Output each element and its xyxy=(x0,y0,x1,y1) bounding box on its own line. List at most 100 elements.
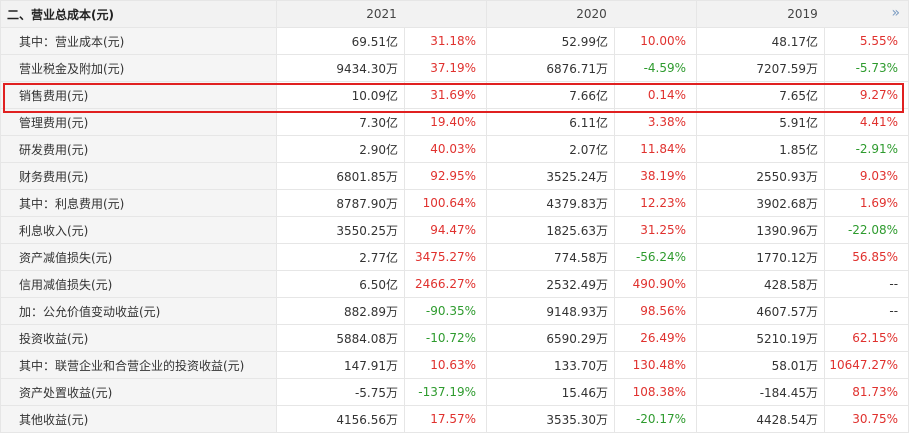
value-cell-2021: 3550.25万 xyxy=(276,216,405,244)
growth-cell-2020: -4.59% xyxy=(614,54,698,82)
table-row: 其中：联营企业和合营企业的投资收益(元) 147.91万 10.63% 133.70万… xyxy=(0,351,910,379)
value-cell-2020: 52.99亿 xyxy=(486,27,616,55)
value-cell-2021: 147.91万 xyxy=(276,351,405,379)
growth-cell-2019: 30.75% xyxy=(824,405,910,433)
year-header-2019: 2019 » xyxy=(696,0,910,28)
growth-cell-2021: 31.69% xyxy=(403,81,488,109)
row-label: 财务费用(元) xyxy=(0,162,277,190)
value-cell-2021: 6.50亿 xyxy=(276,270,405,298)
growth-cell-2019: 9.27% xyxy=(824,81,910,109)
value-cell-2021: 10.09亿 xyxy=(276,81,405,109)
growth-cell-2020: 38.19% xyxy=(614,162,698,190)
table-row: 研发费用(元) 2.90亿 40.03% 2.07亿 11.84% 1.85亿 -2.91% xyxy=(0,135,910,163)
growth-cell-2020: 11.84% xyxy=(614,135,698,163)
table-row: 营业税金及附加(元) 9434.30万 37.19% 6876.71万 -4.59% 72… xyxy=(0,54,910,82)
value-cell-2020: 9148.93万 xyxy=(486,297,616,325)
value-cell-2020: 3525.24万 xyxy=(486,162,616,190)
growth-cell-2021: 94.47% xyxy=(403,216,488,244)
growth-cell-2019: 5.55% xyxy=(824,27,910,55)
value-cell-2021: 2.90亿 xyxy=(276,135,405,163)
value-cell-2019: -184.45万 xyxy=(696,378,826,406)
value-cell-2019: 428.58万 xyxy=(696,270,826,298)
growth-cell-2021: -137.19% xyxy=(403,378,488,406)
table-row: 其中：营业成本(元) 69.51亿 31.18% 52.99亿 10.00% 48.17亿… xyxy=(0,27,910,55)
table-row: 信用减值损失(元) 6.50亿 2466.27% 2532.49万 490.90% 428… xyxy=(0,270,910,298)
growth-cell-2021: 3475.27% xyxy=(403,243,488,271)
value-cell-2021: 5884.08万 xyxy=(276,324,405,352)
growth-cell-2019: 10647.27% xyxy=(824,351,910,379)
growth-cell-2019: 9.03% xyxy=(824,162,910,190)
value-cell-2019: 1390.96万 xyxy=(696,216,826,244)
row-label: 信用减值损失(元) xyxy=(0,270,277,298)
table-row: 加：公允价值变动收益(元) 882.89万 -90.35% 9148.93万 98.56… xyxy=(0,297,910,325)
growth-cell-2020: 31.25% xyxy=(614,216,698,244)
growth-cell-2019: -2.91% xyxy=(824,135,910,163)
value-cell-2021: 9434.30万 xyxy=(276,54,405,82)
row-label: 其中：联营企业和合营企业的投资收益(元) xyxy=(0,351,277,379)
value-cell-2021: 6801.85万 xyxy=(276,162,405,190)
row-label: 研发费用(元) xyxy=(0,135,277,163)
value-cell-2020: 133.70万 xyxy=(486,351,616,379)
value-cell-2021: 7.30亿 xyxy=(276,108,405,136)
row-label: 其中：营业成本(元) xyxy=(0,27,277,55)
value-cell-2019: 3902.68万 xyxy=(696,189,826,217)
table-row: 销售费用(元) 10.09亿 31.69% 7.66亿 0.14% 7.65亿 9.27% xyxy=(0,81,910,109)
year-header-2019-label: 2019 xyxy=(787,7,818,21)
table-row: 其他收益(元) 4156.56万 17.57% 3535.30万 -20.17% 4428… xyxy=(0,405,910,433)
value-cell-2020: 4379.83万 xyxy=(486,189,616,217)
value-cell-2020: 2.07亿 xyxy=(486,135,616,163)
growth-cell-2019: -5.73% xyxy=(824,54,910,82)
value-cell-2019: 7.65亿 xyxy=(696,81,826,109)
table-row: 利息收入(元) 3550.25万 94.47% 1825.63万 31.25% 1390.… xyxy=(0,216,910,244)
row-label: 其中：利息费用(元) xyxy=(0,189,277,217)
growth-cell-2020: 490.90% xyxy=(614,270,698,298)
row-label: 利息收入(元) xyxy=(0,216,277,244)
growth-cell-2020: 12.23% xyxy=(614,189,698,217)
section-title: 二、营业总成本(元) xyxy=(0,0,277,28)
growth-cell-2020: 3.38% xyxy=(614,108,698,136)
table-row: 资产减值损失(元) 2.77亿 3475.27% 774.58万 -56.24% 1770… xyxy=(0,243,910,271)
value-cell-2019: 1770.12万 xyxy=(696,243,826,271)
growth-cell-2020: 26.49% xyxy=(614,324,698,352)
growth-cell-2019: 62.15% xyxy=(824,324,910,352)
growth-cell-2019: -- xyxy=(824,297,910,325)
growth-cell-2019: 56.85% xyxy=(824,243,910,271)
growth-cell-2020: 0.14% xyxy=(614,81,698,109)
row-label: 投资收益(元) xyxy=(0,324,277,352)
value-cell-2020: 3535.30万 xyxy=(486,405,616,433)
growth-cell-2020: -56.24% xyxy=(614,243,698,271)
value-cell-2020: 6876.71万 xyxy=(486,54,616,82)
growth-cell-2019: 1.69% xyxy=(824,189,910,217)
value-cell-2019: 1.85亿 xyxy=(696,135,826,163)
growth-cell-2021: 10.63% xyxy=(403,351,488,379)
table-row: 投资收益(元) 5884.08万 -10.72% 6590.29万 26.49% 5210… xyxy=(0,324,910,352)
row-label: 销售费用(元) xyxy=(0,81,277,109)
value-cell-2021: 2.77亿 xyxy=(276,243,405,271)
value-cell-2021: -5.75万 xyxy=(276,378,405,406)
double-chevron-right-icon[interactable]: » xyxy=(891,5,901,21)
value-cell-2020: 2532.49万 xyxy=(486,270,616,298)
value-cell-2019: 4428.54万 xyxy=(696,405,826,433)
growth-cell-2021: 17.57% xyxy=(403,405,488,433)
table-body: 其中：营业成本(元) 69.51亿 31.18% 52.99亿 10.00% 48.17亿… xyxy=(0,27,910,433)
row-label: 资产处置收益(元) xyxy=(0,378,277,406)
value-cell-2019: 48.17亿 xyxy=(696,27,826,55)
row-label: 管理费用(元) xyxy=(0,108,277,136)
value-cell-2020: 7.66亿 xyxy=(486,81,616,109)
row-label: 资产减值损失(元) xyxy=(0,243,277,271)
value-cell-2019: 7207.59万 xyxy=(696,54,826,82)
row-label: 加：公允价值变动收益(元) xyxy=(0,297,277,325)
growth-cell-2020: 10.00% xyxy=(614,27,698,55)
year-header-2021: 2021 xyxy=(275,0,488,28)
growth-cell-2021: -10.72% xyxy=(403,324,488,352)
row-label: 营业税金及附加(元) xyxy=(0,54,277,82)
year-header-2020: 2020 xyxy=(486,0,698,28)
value-cell-2019: 5210.19万 xyxy=(696,324,826,352)
value-cell-2019: 2550.93万 xyxy=(696,162,826,190)
growth-cell-2019: -- xyxy=(824,270,910,298)
table-row: 财务费用(元) 6801.85万 92.95% 3525.24万 38.19% 2550.… xyxy=(0,162,910,190)
value-cell-2019: 4607.57万 xyxy=(696,297,826,325)
growth-cell-2020: 98.56% xyxy=(614,297,698,325)
growth-cell-2019: 81.73% xyxy=(824,378,910,406)
